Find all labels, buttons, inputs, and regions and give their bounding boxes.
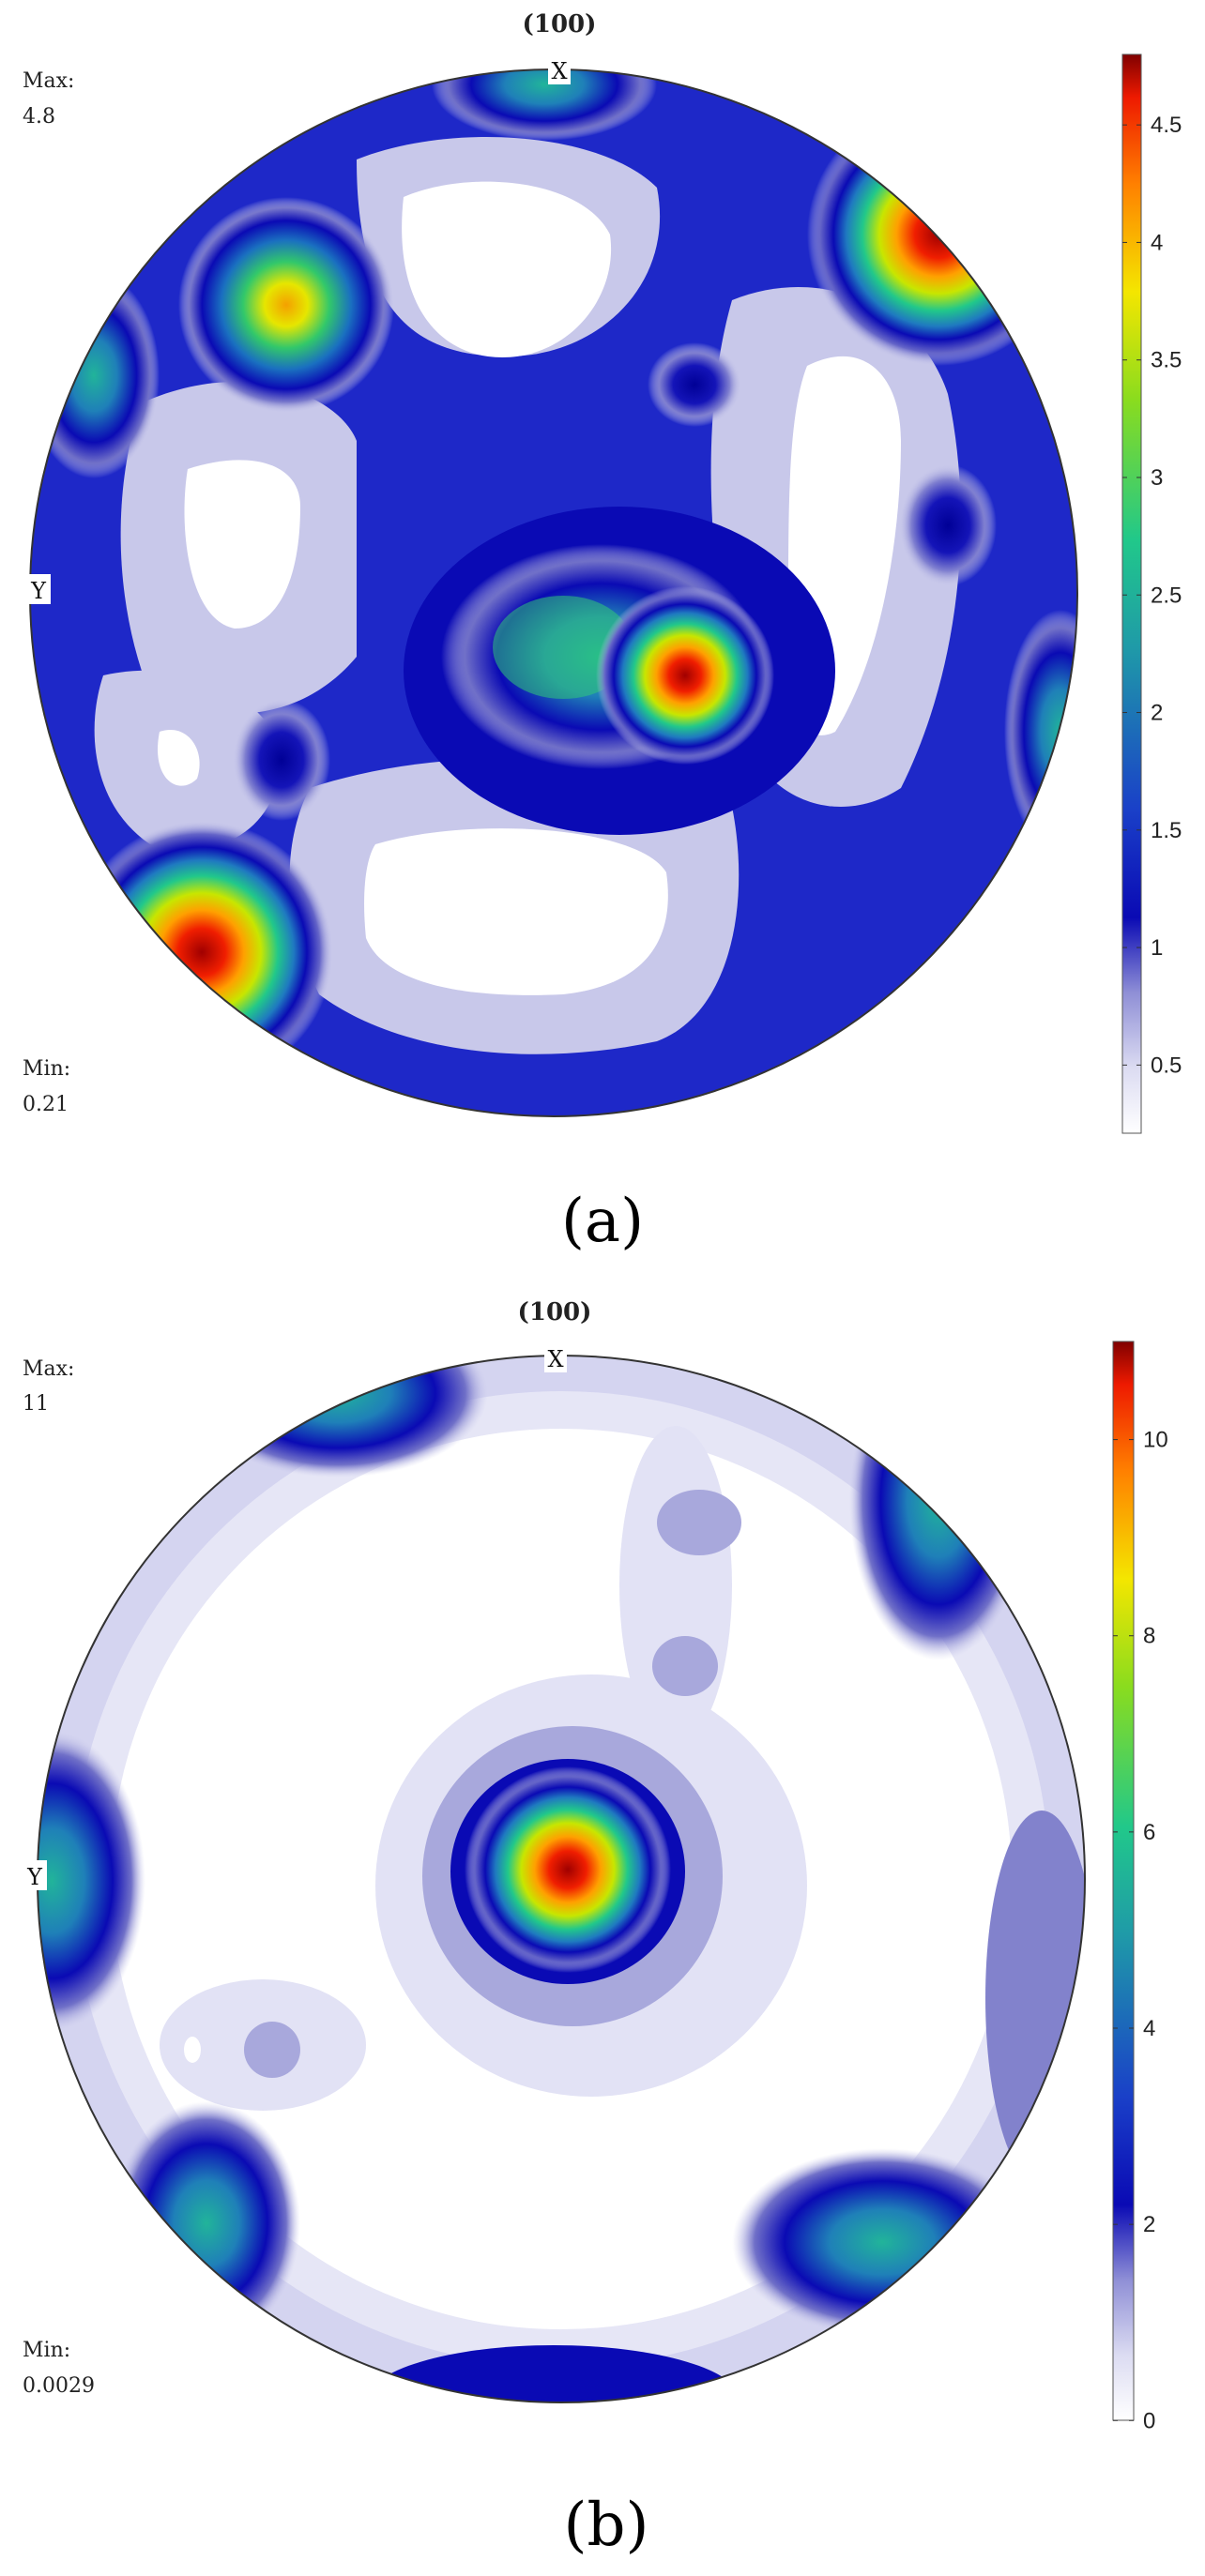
colorbar-a-tick-label: 4 bbox=[1151, 230, 1163, 255]
colorbar-a bbox=[1121, 53, 1142, 1134]
min-label-a: Min: bbox=[23, 1057, 70, 1081]
max-label-b: Max: bbox=[23, 1357, 74, 1381]
panel-a: (100) bbox=[23, 10, 1182, 1256]
min-label-b: Min: bbox=[23, 2339, 70, 2362]
x-label-b-bg bbox=[544, 1344, 567, 1372]
max-value-b: 11 bbox=[23, 1392, 49, 1416]
colorbar-a-tick-label: 0.5 bbox=[1151, 1053, 1182, 1078]
x-axis-label-a: X bbox=[551, 58, 567, 84]
colorbar-b-tick-label: 0 bbox=[1143, 2408, 1155, 2433]
colorbar-a-tick-label: 2 bbox=[1151, 701, 1163, 726]
colorbar-a-tick-label: 2.5 bbox=[1151, 583, 1182, 608]
colorbar-a-tick-label: 3 bbox=[1151, 465, 1163, 491]
max-label-a: Max: bbox=[23, 69, 74, 93]
y-label-a-bg bbox=[26, 574, 51, 604]
colorbar-b-tick-label: 2 bbox=[1143, 2212, 1155, 2237]
pole-figure-b-contours bbox=[38, 1356, 1085, 2402]
panel-b-title: (100) bbox=[518, 1298, 592, 1326]
colorbar-b-tick-label: 10 bbox=[1143, 1428, 1168, 1453]
colorbar-b-ticks: 0 2 4 6 8 10 bbox=[1113, 1428, 1168, 2433]
panel-b: (100) bbox=[23, 1298, 1168, 2560]
min-value-a: 0.21 bbox=[23, 1093, 69, 1116]
colorbar-a-tick-label: 4.5 bbox=[1151, 113, 1182, 138]
panel-a-title: (100) bbox=[523, 10, 597, 38]
colorbar-a-tick-label: 1.5 bbox=[1151, 818, 1182, 843]
max-value-a: 4.8 bbox=[23, 105, 55, 129]
x-axis-label-b: X bbox=[547, 1346, 563, 1372]
caption-b: (b) bbox=[564, 2491, 649, 2560]
colorbar-b bbox=[1112, 1341, 1135, 2421]
colorbar-b-tick-label: 8 bbox=[1143, 1624, 1155, 1649]
colorbar-b-tick-label: 6 bbox=[1143, 1820, 1155, 1845]
min-value-b: 0.0029 bbox=[23, 2374, 95, 2398]
caption-a: (a) bbox=[561, 1187, 644, 1256]
colorbar-b-tick-label: 4 bbox=[1143, 2016, 1155, 2041]
colorbar-a-tick-label: 3.5 bbox=[1151, 348, 1182, 373]
y-label-b-bg bbox=[23, 1860, 47, 1890]
x-label-a-bg bbox=[548, 56, 571, 84]
colorbar-a-ticks: 0.5 1 1.5 2 2.5 3 3.5 4 4.5 bbox=[1122, 113, 1182, 1078]
pole-figure-a-contours bbox=[30, 69, 1077, 1116]
colorbar-a-tick-label: 1 bbox=[1151, 935, 1163, 961]
y-axis-label-b: Y bbox=[26, 1864, 43, 1890]
y-axis-label-a: Y bbox=[30, 578, 47, 604]
